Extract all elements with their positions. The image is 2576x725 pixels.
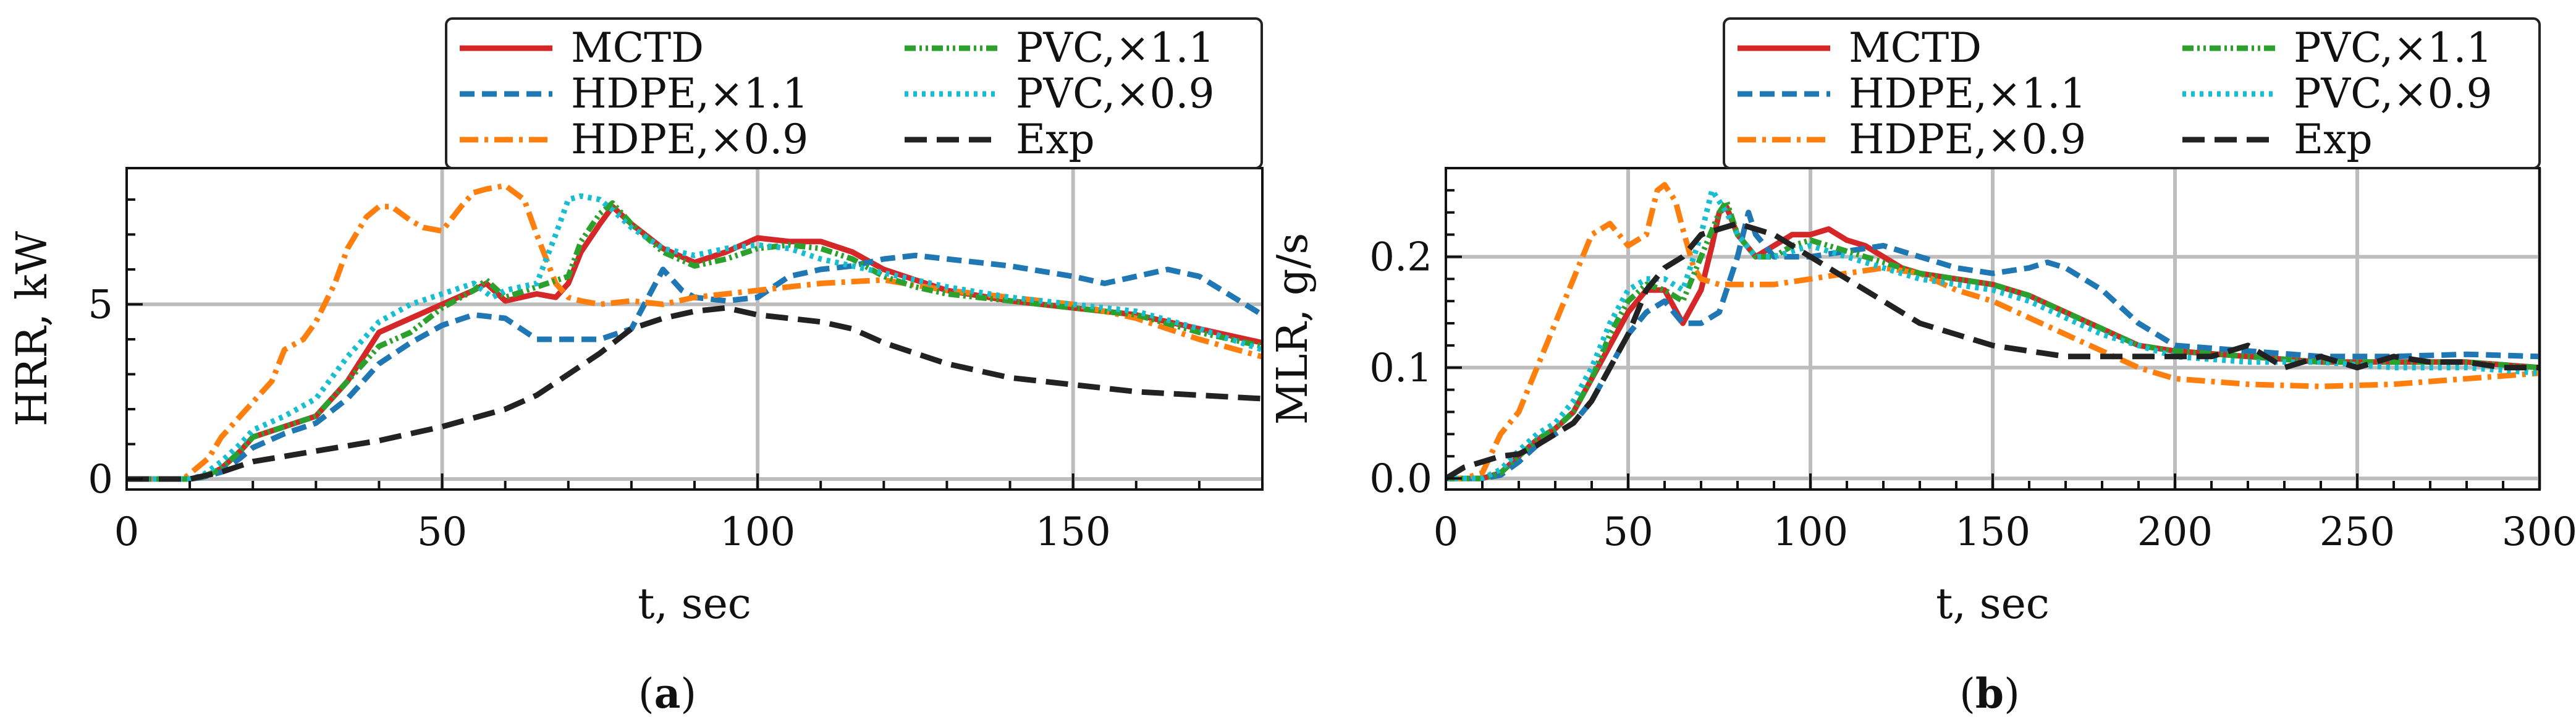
legend-item-hdpe-x0-9: HDPE,×0.9 (460, 116, 808, 163)
legend-label: HDPE,×1.1 (1849, 70, 2086, 117)
legend-label: HDPE,×0.9 (571, 116, 808, 163)
legend-label: PVC,×0.9 (1016, 70, 1214, 117)
y-tick-label: 0.2 (1369, 234, 1432, 280)
series-group-a (127, 182, 1262, 482)
chart-hrr: 0 50 100 150 0 5 t, sec HRR, kW (a) MCTDHDPE,×1.1… (8, 17, 1264, 718)
x-tick-label: 50 (1603, 509, 1653, 555)
series-line-pvc-x1-1 (1446, 198, 2540, 481)
legend-label: HDPE,×0.9 (1849, 116, 2086, 163)
legend-label: MCTD (571, 24, 704, 72)
legend-item-hdpe-x0-9: HDPE,×0.9 (1738, 116, 2086, 163)
series-line-mctd (127, 203, 1262, 482)
legend-item-pvc-x0-9: PVC,×0.9 (2182, 70, 2492, 117)
legend-item-mctd: MCTD (460, 24, 704, 72)
legend-label: PVC,×1.1 (1016, 24, 1214, 72)
legend-item-pvc-x1-1: PVC,×1.1 (905, 24, 1214, 72)
legend-label: Exp (2294, 116, 2373, 163)
series-group-b (1446, 182, 2540, 481)
legend-item-hdpe-x1-1: HDPE,×1.1 (1738, 70, 2086, 117)
y-tick-label: 5 (88, 282, 113, 328)
series-line-hdpe-x0-9 (127, 182, 1262, 482)
x-tick-label: 300 (2502, 509, 2576, 555)
legend-box (445, 17, 1263, 169)
x-tick-label: 100 (1773, 509, 1848, 555)
series-line-hdpe-x1-1 (127, 252, 1262, 482)
panel-caption: (b) (1959, 669, 2020, 718)
legend-item-exp: Exp (905, 116, 1095, 163)
panel-caption: (a) (638, 669, 696, 718)
legend-label: Exp (1016, 116, 1095, 163)
caption-open-paren: ( (1959, 670, 1975, 718)
x-tick-label: 50 (417, 509, 467, 555)
x-tick-label: 100 (720, 509, 795, 555)
series-line-pvc-x0-9 (127, 193, 1262, 482)
series-line-pvc-x0-9 (1446, 187, 2540, 481)
axes-b: 0 50 100 150 200 250 300 0.0 0.1 0.2 (1369, 167, 2576, 555)
caption-close-paren: ) (2004, 670, 2020, 718)
series-line-pvc-x1-1 (127, 200, 1262, 482)
legend-label: HDPE,×1.1 (571, 70, 808, 117)
legend-item-hdpe-x1-1: HDPE,×1.1 (460, 70, 808, 117)
legend-label: MCTD (1849, 24, 1982, 72)
x-tick-label: 0 (1434, 509, 1459, 555)
y-tick-label: 0.1 (1369, 346, 1432, 391)
y-axis-title: HRR, kW (8, 231, 57, 426)
caption-close-paren: ) (680, 670, 696, 718)
legend-item-pvc-x0-9: PVC,×0.9 (905, 70, 1214, 117)
x-tick-label: 200 (2137, 509, 2213, 555)
x-tick-label: 0 (114, 509, 140, 555)
caption-open-paren: ( (638, 670, 654, 718)
legend-box (1723, 17, 2541, 169)
y-tick-label: 0.0 (1369, 456, 1432, 502)
legend-item-exp: Exp (2182, 116, 2373, 163)
x-tick-label: 250 (2320, 509, 2395, 555)
x-tick-label: 150 (1955, 509, 2030, 555)
legend-item-pvc-x1-1: PVC,×1.1 (2182, 24, 2492, 72)
x-tick-label: 150 (1036, 509, 1111, 555)
series-line-exp (1446, 221, 2540, 481)
chart-mlr: 0 50 100 150 200 250 300 0.0 0.1 0.2 t, sec MLR, g/… (1269, 17, 2576, 718)
series-line-exp (127, 305, 1262, 482)
legend-label: PVC,×0.9 (2294, 70, 2492, 117)
y-tick-label: 0 (88, 457, 113, 502)
caption-letter: a (654, 669, 681, 718)
legend-label: PVC,×1.1 (2294, 24, 2492, 72)
x-axis-title: t, sec (1936, 580, 2050, 629)
x-axis-title: t, sec (638, 580, 751, 629)
y-axis-title: MLR, g/s (1269, 233, 1317, 425)
caption-letter: b (1975, 669, 2004, 718)
legend-item-mctd: MCTD (1738, 24, 1982, 72)
